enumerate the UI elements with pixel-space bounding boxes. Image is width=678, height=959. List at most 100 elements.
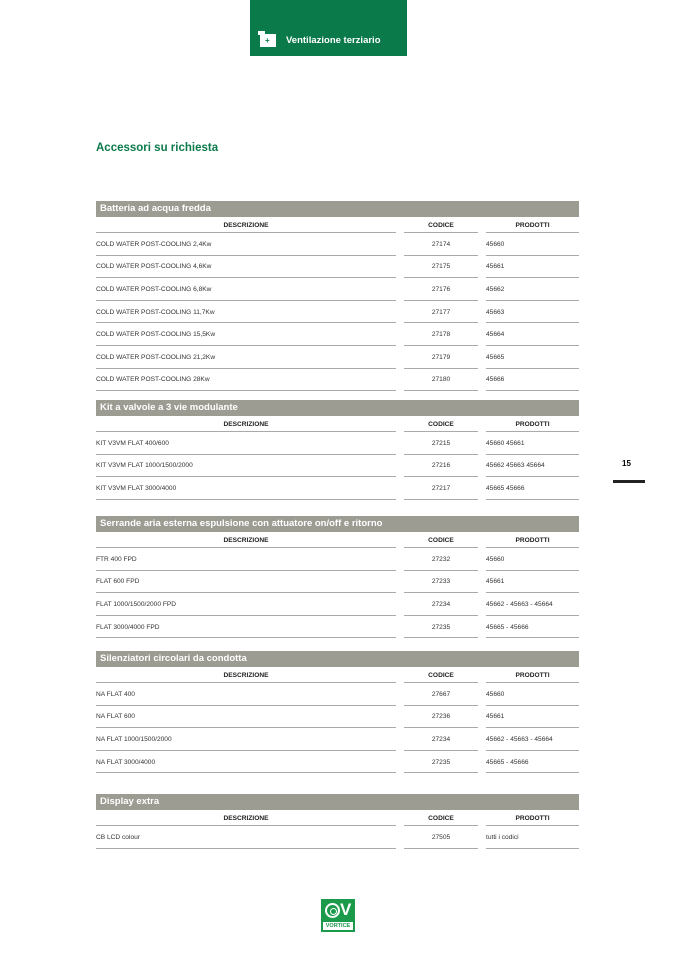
col-code: CODICE [404,667,478,683]
cell-code: 27176 [404,278,478,301]
cell-products: 45664 [486,323,579,346]
table-row: COLD WATER POST-COOLING 6,8Kw 27176 4566… [96,278,579,301]
table-title: Kit a valvole a 3 vie modulante [96,400,579,416]
logo-text: VORTICE [323,922,353,930]
cell-desc: COLD WATER POST-COOLING 2,4Kw [96,233,396,256]
cell-code: 27216 [404,455,478,478]
col-code: CODICE [404,810,478,826]
table-title: Serrande aria esterna espulsione con att… [96,516,579,532]
cell-products: 45660 45661 [486,432,579,455]
cell-products: 45662 - 45663 - 45664 [486,728,579,751]
table-row: FLAT 600 FPD 27233 45661 [96,571,579,594]
cell-desc: FLAT 600 FPD [96,571,396,594]
col-desc: DESCRIZIONE [96,217,396,233]
table-title: Display extra [96,794,579,810]
cell-desc: NA FLAT 400 [96,683,396,706]
cell-code: 27235 [404,616,478,639]
col-products: PRODOTTI [486,810,579,826]
table-header: DESCRIZIONE CODICE PRODOTTI [96,416,579,432]
vortice-logo: V VORTICE [321,899,355,932]
table-row: COLD WATER POST-COOLING 28Kw 27180 45666 [96,369,579,392]
table-row: FLAT 3000/4000 FPD 27235 45665 - 45666 [96,616,579,639]
table-row: COLD WATER POST-COOLING 21,2Kw 27179 456… [96,346,579,369]
cell-code: 27215 [404,432,478,455]
cell-products: 45663 [486,301,579,324]
cell-products: 45662 [486,278,579,301]
table-title: Batteria ad acqua fredda [96,201,579,217]
table-row: KIT V3VM FLAT 1000/1500/2000 27216 45662… [96,455,579,478]
cell-products: tutti i codici [486,826,579,849]
accessory-table: Kit a valvole a 3 vie modulante DESCRIZI… [96,400,579,500]
page-number: 15 [622,459,631,468]
cell-products: 45665 - 45666 [486,616,579,639]
building-plus-icon: + [258,31,276,47]
cell-products: 45665 [486,346,579,369]
cell-code: 27232 [404,548,478,571]
cell-code: 27236 [404,706,478,729]
cell-products: 45660 [486,683,579,706]
table-title: Silenziatori circolari da condotta [96,651,579,667]
cell-desc: NA FLAT 3000/4000 [96,751,396,774]
cell-desc: COLD WATER POST-COOLING 21,2Kw [96,346,396,369]
section-tab: + Ventilazione terziario [250,0,407,56]
col-code: CODICE [404,416,478,432]
col-desc: DESCRIZIONE [96,532,396,548]
col-desc: DESCRIZIONE [96,810,396,826]
cell-desc: COLD WATER POST-COOLING 15,5Kw [96,323,396,346]
cell-code: 27175 [404,256,478,279]
accessory-table: Silenziatori circolari da condotta DESCR… [96,651,579,773]
cell-desc: KIT V3VM FLAT 1000/1500/2000 [96,455,396,478]
cell-code: 27234 [404,593,478,616]
section-tab-label: Ventilazione terziario [286,35,381,46]
cell-code: 27505 [404,826,478,849]
cell-products: 45665 - 45666 [486,751,579,774]
cell-code: 27179 [404,346,478,369]
cell-code: 27667 [404,683,478,706]
cell-code: 27235 [404,751,478,774]
cell-desc: KIT V3VM FLAT 400/600 [96,432,396,455]
col-code: CODICE [404,217,478,233]
cell-desc: CB LCD colour [96,826,396,849]
cell-desc: FLAT 3000/4000 FPD [96,616,396,639]
cell-products: 45660 [486,233,579,256]
table-row: CB LCD colour 27505 tutti i codici [96,826,579,849]
table-row: KIT V3VM FLAT 3000/4000 27217 45665 4566… [96,477,579,500]
table-row: NA FLAT 3000/4000 27235 45665 - 45666 [96,751,579,774]
cell-desc: COLD WATER POST-COOLING 6,8Kw [96,278,396,301]
cell-products: 45661 [486,571,579,594]
table-row: NA FLAT 600 27236 45661 [96,706,579,729]
table-row: FTR 400 FPD 27232 45660 [96,548,579,571]
cell-desc: KIT V3VM FLAT 3000/4000 [96,477,396,500]
table-header: DESCRIZIONE CODICE PRODOTTI [96,667,579,683]
cell-code: 27177 [404,301,478,324]
cell-desc: COLD WATER POST-COOLING 11,7Kw [96,301,396,324]
cell-desc: NA FLAT 1000/1500/2000 [96,728,396,751]
cell-code: 27234 [404,728,478,751]
col-products: PRODOTTI [486,217,579,233]
table-row: COLD WATER POST-COOLING 15,5Kw 27178 456… [96,323,579,346]
cell-products: 45661 [486,706,579,729]
table-header: DESCRIZIONE CODICE PRODOTTI [96,532,579,548]
cell-products: 45661 [486,256,579,279]
table-row: NA FLAT 400 27667 45660 [96,683,579,706]
accessory-table: Display extra DESCRIZIONE CODICE PRODOTT… [96,794,579,849]
col-desc: DESCRIZIONE [96,667,396,683]
cell-products: 45662 45663 45664 [486,455,579,478]
page-number-rule [613,480,645,483]
col-products: PRODOTTI [486,416,579,432]
cell-products: 45666 [486,369,579,392]
table-header: DESCRIZIONE CODICE PRODOTTI [96,810,579,826]
cell-code: 27180 [404,369,478,392]
col-code: CODICE [404,532,478,548]
table-row: COLD WATER POST-COOLING 2,4Kw 27174 4566… [96,233,579,256]
cell-code: 27233 [404,571,478,594]
cell-desc: COLD WATER POST-COOLING 28Kw [96,369,396,392]
table-row: FLAT 1000/1500/2000 FPD 27234 45662 - 45… [96,593,579,616]
page-title: Accessori su richiesta [96,142,219,154]
cell-products: 45665 45666 [486,477,579,500]
cell-products: 45660 [486,548,579,571]
table-header: DESCRIZIONE CODICE PRODOTTI [96,217,579,233]
cell-code: 27217 [404,477,478,500]
cell-desc: NA FLAT 600 [96,706,396,729]
col-products: PRODOTTI [486,667,579,683]
